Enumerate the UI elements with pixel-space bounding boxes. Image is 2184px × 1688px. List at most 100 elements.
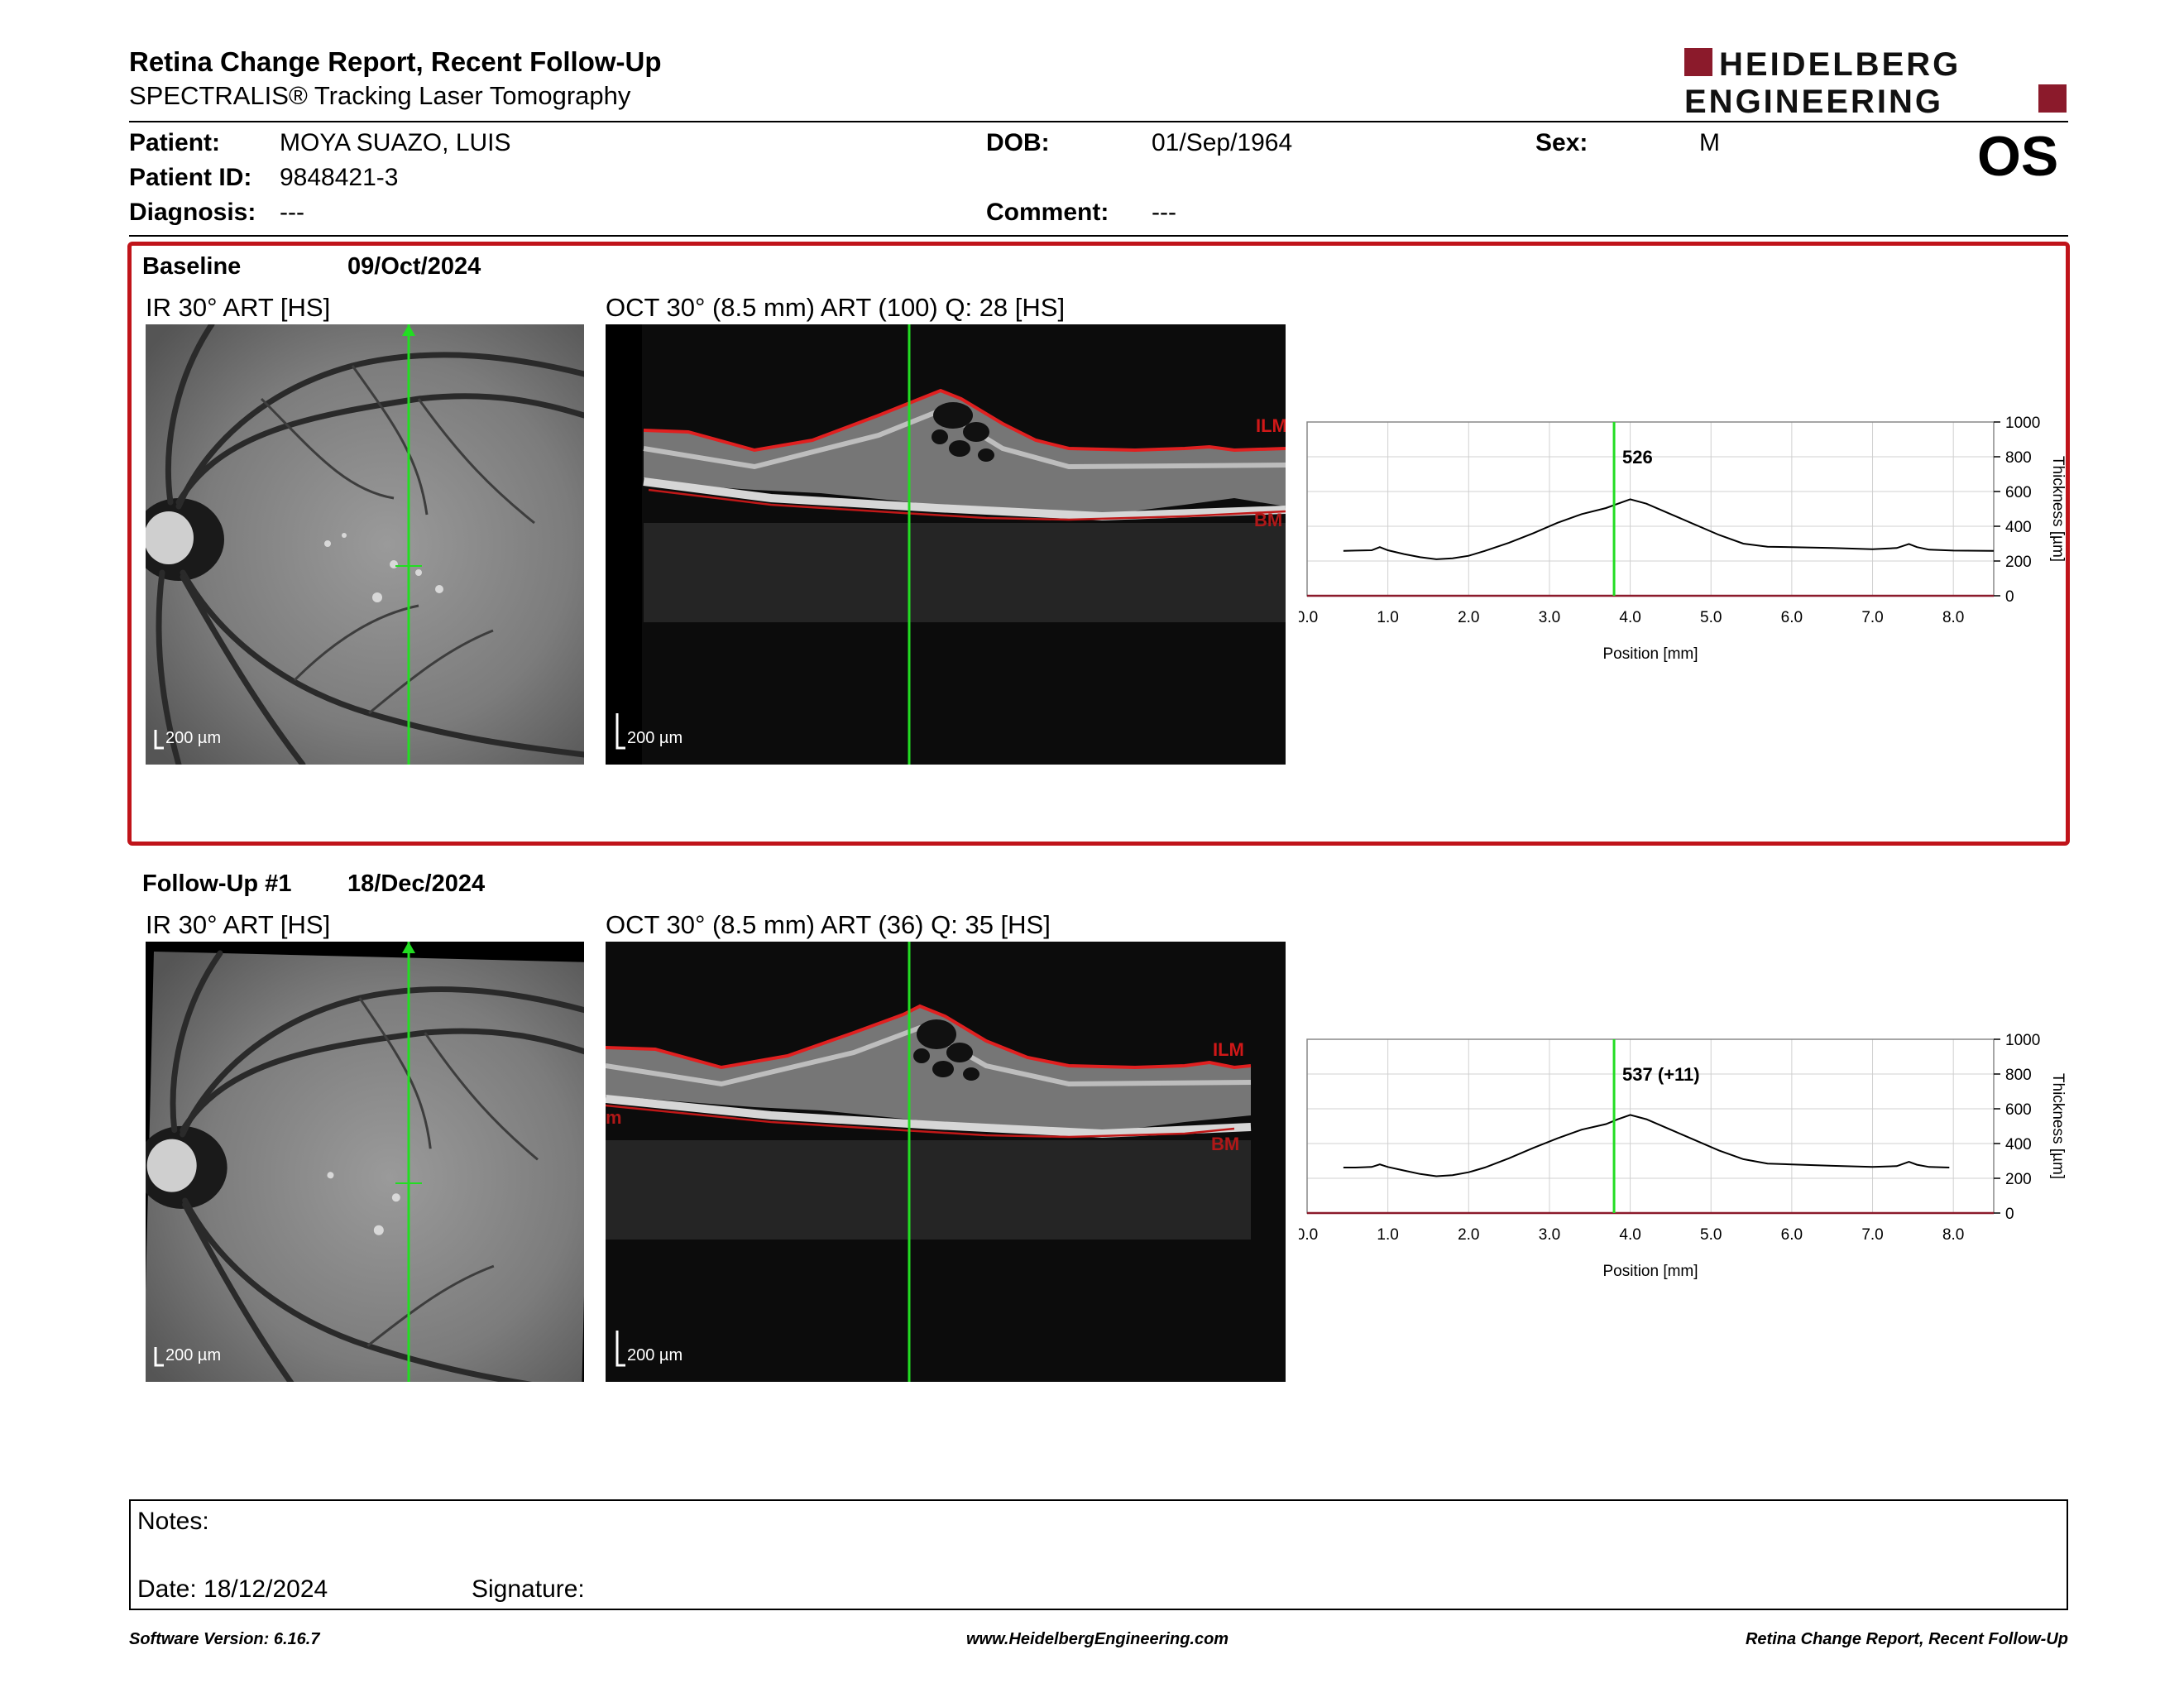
notes-date: Date: 18/12/2024 [137,1575,328,1603]
x-tick-label: 1.0 [1377,609,1398,626]
rpe-band [606,1095,1252,1139]
y-tick-label: 1000 [2005,1032,2040,1049]
thickness-profile-line [1343,1114,1950,1177]
eye-indicator: OS [1977,125,2059,188]
scan-direction-arrow [402,324,415,336]
followup-date: 18/Dec/2024 [347,870,486,897]
y-tick-label: 800 [2005,449,2032,467]
x-tick-label: 3.0 [1539,1226,1560,1244]
y-axis-label: Thickness [µm] [2049,456,2067,562]
y-tick-label: 0 [2005,1206,2014,1223]
x-tick-label: 3.0 [1539,609,1560,626]
bm-label: BM [1211,1134,1239,1154]
report-subtitle: SPECTRALIS® Tracking Laser Tomography [129,81,631,110]
x-axis-label: Position [mm] [1602,645,1698,663]
scan-direction-arrow [402,942,415,953]
y-tick-label: 600 [2005,1101,2032,1119]
ilm-segmentation [606,1004,1252,1070]
baseline-ir-image[interactable]: 200 µm [146,324,584,765]
heidelberg-logo: HEIDELBERG ENGINEERING [1684,46,2067,116]
ilm-label: ILM [1213,1039,1244,1060]
y-tick-label: 200 [2005,554,2032,571]
baseline-date: 09/Oct/2024 [347,253,481,280]
patient-id-label: Patient ID: [129,164,252,191]
comment-label: Comment: [986,199,1109,226]
x-tick-label: 4.0 [1619,1226,1640,1244]
x-tick-label: 1.0 [1377,1226,1398,1244]
baseline-oct-caption: OCT 30° (8.5 mm) ART (100) Q: 28 [HS] [606,293,1066,322]
intraretinal-cysts [932,402,994,462]
x-tick-label: 2.0 [1458,1226,1479,1244]
sex-value: M [1699,129,1720,156]
y-axis-label: Thickness [µm] [2049,1073,2067,1179]
thickness-profile-line [1343,498,1995,560]
retinal-vessels [156,324,584,765]
header-rule [129,121,2068,122]
baseline-thickness-chart: 0 200 400 600 800 1000 0.0 1.0 2.0 3.0 4.0 5.0 6.0 7.… [1299,415,2067,663]
edge-mark: m [606,1107,622,1128]
x-tick-label: 0.0 [1299,609,1318,626]
notes-label: Notes: [137,1508,209,1535]
bm-segmentation [606,1104,1235,1139]
sex-label: Sex: [1535,129,1588,156]
notes-box[interactable]: Notes: Date: 18/12/2024 Signature: [129,1499,2068,1610]
baseline-label: Baseline [142,253,242,280]
rpe-band [643,477,1286,521]
x-tick-label: 2.0 [1458,609,1479,626]
footer-report-name: Retina Change Report, Recent Follow-Up [1745,1630,2068,1648]
diagnosis-label: Diagnosis: [129,199,256,226]
followup-thickness-chart: 0 200 400 600 800 1000 0.0 1.0 2.0 3.0 4.0 5.0 6.0 7.… [1299,1032,2067,1280]
optic-cup [146,1139,197,1192]
exudates [327,1172,400,1235]
logo-square-top [1684,48,1712,76]
followup-ir-image[interactable]: 200 µm [146,942,584,1382]
diagnosis-value: --- [280,199,304,226]
scale-label-oct: 200 µm [627,729,682,747]
y-tick-label: 200 [2005,1171,2032,1188]
scale-bar-oct [615,1331,625,1367]
footer-software-version: Software Version: 6.16.7 [129,1630,320,1648]
intraretinal-cysts [913,1019,979,1081]
choroid [606,1140,1251,1240]
scale-label-ir: 200 µm [165,1346,221,1364]
marker-value-label: 537 (+11) [1622,1064,1700,1085]
comment-value: --- [1152,199,1176,226]
followup-ir-caption: IR 30° ART [HS] [146,910,331,939]
x-tick-label: 7.0 [1861,609,1883,626]
dob-label: DOB: [986,129,1050,156]
bm-segmentation [648,488,1286,521]
choroid [644,523,1286,622]
baseline-selected-frame[interactable] [127,242,2070,846]
y-tick-label: 600 [2005,484,2032,501]
dob-value: 01/Sep/1964 [1152,129,1293,156]
logo-line2: ENGINEERING [1684,84,1943,116]
small-vessels [358,997,539,1347]
baseline-oct-bscan[interactable]: ILM BM 200 µm [606,324,1286,765]
patient-id: 9848421-3 [280,164,399,191]
followup-oct-bscan[interactable]: ILM BM m 200 µm [606,942,1286,1382]
x-tick-label: 5.0 [1700,609,1722,626]
small-vessels [260,365,535,715]
logo-square-bottom [2038,84,2067,113]
scale-bar-ir [154,1347,164,1367]
footer-website[interactable]: www.HeidelbergEngineering.com [966,1630,1229,1648]
fovea-crosshair [395,556,422,576]
x-tick-label: 6.0 [1781,609,1803,626]
x-tick-label: 8.0 [1942,609,1964,626]
baseline-ir-caption: IR 30° ART [HS] [146,293,331,322]
optic-cup [146,511,194,564]
fovea-crosshair [395,1173,422,1193]
scale-label-oct: 200 µm [627,1346,682,1364]
ilm-segmentation [643,388,1286,453]
y-tick-label: 800 [2005,1067,2032,1084]
x-tick-label: 0.0 [1299,1226,1318,1244]
x-axis-label: Position [mm] [1602,1263,1698,1280]
scale-label-ir: 200 µm [165,729,221,747]
x-tick-label: 8.0 [1942,1226,1964,1244]
logo-line1: HEIDELBERG [1719,46,1961,83]
x-tick-label: 5.0 [1700,1226,1722,1244]
followup-label: Follow-Up #1 [142,870,292,897]
x-tick-label: 7.0 [1861,1226,1883,1244]
ilm-label: ILM [1256,415,1286,436]
followup-oct-caption: OCT 30° (8.5 mm) ART (36) Q: 35 [HS] [606,910,1051,939]
